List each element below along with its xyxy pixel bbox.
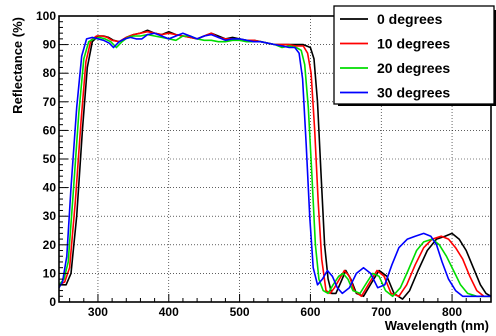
legend-label-2: 20 degrees bbox=[377, 60, 450, 76]
y-tick-label-60: 60 bbox=[43, 123, 57, 137]
y-tick-label-80: 80 bbox=[43, 66, 57, 80]
y-axis-title: Reflectance (%) bbox=[10, 17, 25, 114]
legend-label-0: 0 degrees bbox=[377, 11, 443, 27]
y-tick-label-100: 100 bbox=[36, 9, 56, 23]
y-tick-label-0: 0 bbox=[49, 295, 56, 309]
legend-label-1: 10 degrees bbox=[377, 36, 450, 52]
x-tick-label-500: 500 bbox=[230, 305, 250, 319]
y-tick-label-70: 70 bbox=[43, 95, 57, 109]
x-tick-label-300: 300 bbox=[88, 305, 108, 319]
x-tick-label-600: 600 bbox=[300, 305, 320, 319]
axis-ticks bbox=[59, 15, 481, 303]
x-tick-label-800: 800 bbox=[442, 305, 462, 319]
legend-shadow-bottom bbox=[338, 104, 496, 106]
y-tick-label-40: 40 bbox=[43, 181, 57, 195]
y-tick-label-50: 50 bbox=[43, 152, 57, 166]
series-line-3 bbox=[58, 32, 491, 298]
y-tick-label-30: 30 bbox=[43, 209, 57, 223]
tick-labels: 300 400 500 600 700 800 0 10 20 30 40 50 60 70 80 90 100 bbox=[36, 9, 462, 319]
legend: 0 degrees 10 degrees 20 degrees 30 degrees bbox=[333, 5, 496, 106]
x-tick-label-700: 700 bbox=[371, 305, 391, 319]
y-tick-label-10: 10 bbox=[43, 266, 57, 280]
y-tick-label-90: 90 bbox=[43, 38, 57, 52]
series-lines bbox=[58, 29, 492, 300]
legend-shadow-right bbox=[494, 10, 496, 104]
legend-items: 0 degrees 10 degrees 20 degrees 30 degrees bbox=[340, 11, 450, 101]
x-tick-label-400: 400 bbox=[159, 305, 179, 319]
y-tick-label-20: 20 bbox=[43, 238, 57, 252]
x-axis-title: Wavelength (nm) bbox=[385, 318, 489, 333]
legend-box bbox=[333, 5, 495, 105]
legend-label-3: 30 degrees bbox=[377, 85, 450, 101]
